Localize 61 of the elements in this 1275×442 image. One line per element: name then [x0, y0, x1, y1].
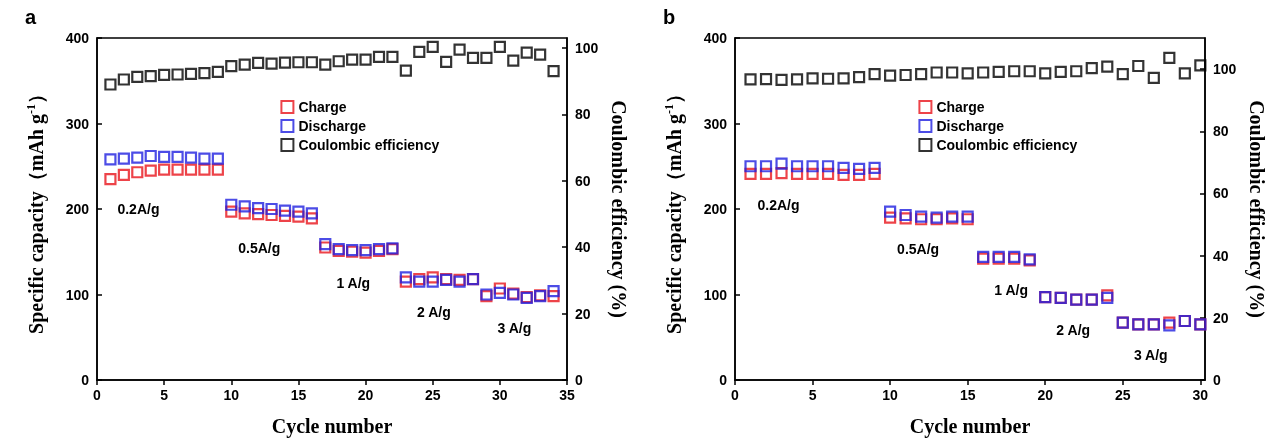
x-tick-label: 0	[93, 387, 102, 403]
y2-axis-title: Coulombic efficiency (%)	[1244, 100, 1268, 318]
chart-title: a	[25, 6, 37, 28]
legend-label: Coulombic efficiency	[935, 137, 1077, 153]
annotation: 0.2A/g	[757, 196, 800, 213]
annotation: 3 A/g	[497, 319, 532, 336]
x-tick-label: 10	[881, 387, 898, 403]
y2-tick-label: 80	[575, 106, 591, 123]
x-tick-label: 30	[1192, 387, 1208, 403]
y2-axis-title: Coulombic efficiency (%)	[607, 100, 631, 318]
annotation: 0.5A/g	[896, 241, 939, 258]
x-tick-label: 20	[357, 387, 374, 403]
y-tick-label: 300	[65, 115, 90, 132]
annotation: 0.2A/g	[117, 201, 160, 218]
y2-tick-label: 100	[575, 39, 599, 56]
y-axis-title: Specific capacity（mAh g-1）	[24, 84, 48, 334]
annotation: 1 A/g	[993, 282, 1028, 299]
y2-tick-label: 0	[1212, 372, 1221, 388]
x-tick-label: 5	[808, 387, 817, 403]
x-tick-label: 25	[424, 387, 441, 403]
y2-tick-label: 20	[1212, 309, 1229, 326]
x-tick-label: 0	[730, 387, 739, 403]
x-tick-label: 25	[1114, 387, 1131, 403]
legend-label: Discharge	[298, 118, 367, 134]
legend-label: Charge	[298, 99, 347, 115]
legend-label: Coulombic efficiency	[298, 137, 440, 153]
x-tick-label: 30	[492, 387, 508, 403]
y-tick-label: 300	[703, 115, 727, 132]
annotation: 2 A/g	[1055, 321, 1090, 338]
y-tick-label: 0	[718, 372, 727, 388]
y-tick-label: 100	[65, 286, 90, 303]
legend-label: Charge	[935, 99, 985, 115]
y-tick-label: 200	[65, 201, 90, 217]
y2-tick-label: 0	[575, 372, 583, 388]
y2-tick-label: 100	[1212, 61, 1237, 78]
y-tick-label: 100	[703, 286, 727, 303]
x-axis-title: Cycle number	[271, 415, 393, 438]
y2-tick-label: 80	[1212, 123, 1229, 140]
annotation: 0.5A/g	[238, 240, 281, 257]
chart-title: b	[662, 6, 675, 28]
y2-tick-label: 60	[575, 172, 591, 189]
y-tick-label: 200	[703, 201, 727, 217]
y-tick-label: 400	[65, 30, 90, 46]
x-tick-label: 20	[1036, 387, 1053, 403]
y2-tick-label: 40	[575, 239, 591, 256]
x-tick-label: 35	[559, 387, 575, 403]
y-axis-title: Specific capacity（mAh g-1）	[661, 84, 686, 334]
y-tick-label: 0	[81, 372, 90, 388]
y-tick-label: 400	[703, 30, 727, 46]
x-tick-label: 10	[223, 387, 240, 403]
legend-label: Discharge	[935, 118, 1004, 134]
y2-tick-label: 20	[575, 305, 591, 322]
y2-tick-label: 60	[1212, 185, 1229, 202]
x-axis-title: Cycle number	[909, 415, 1030, 438]
annotation: 1 A/g	[336, 274, 371, 291]
x-tick-label: 15	[290, 387, 307, 403]
annotation: 3 A/g	[1133, 347, 1168, 364]
x-tick-label: 5	[160, 387, 169, 403]
x-tick-label: 15	[959, 387, 976, 403]
y2-tick-label: 40	[1212, 247, 1229, 264]
annotation: 2 A/g	[417, 303, 451, 320]
